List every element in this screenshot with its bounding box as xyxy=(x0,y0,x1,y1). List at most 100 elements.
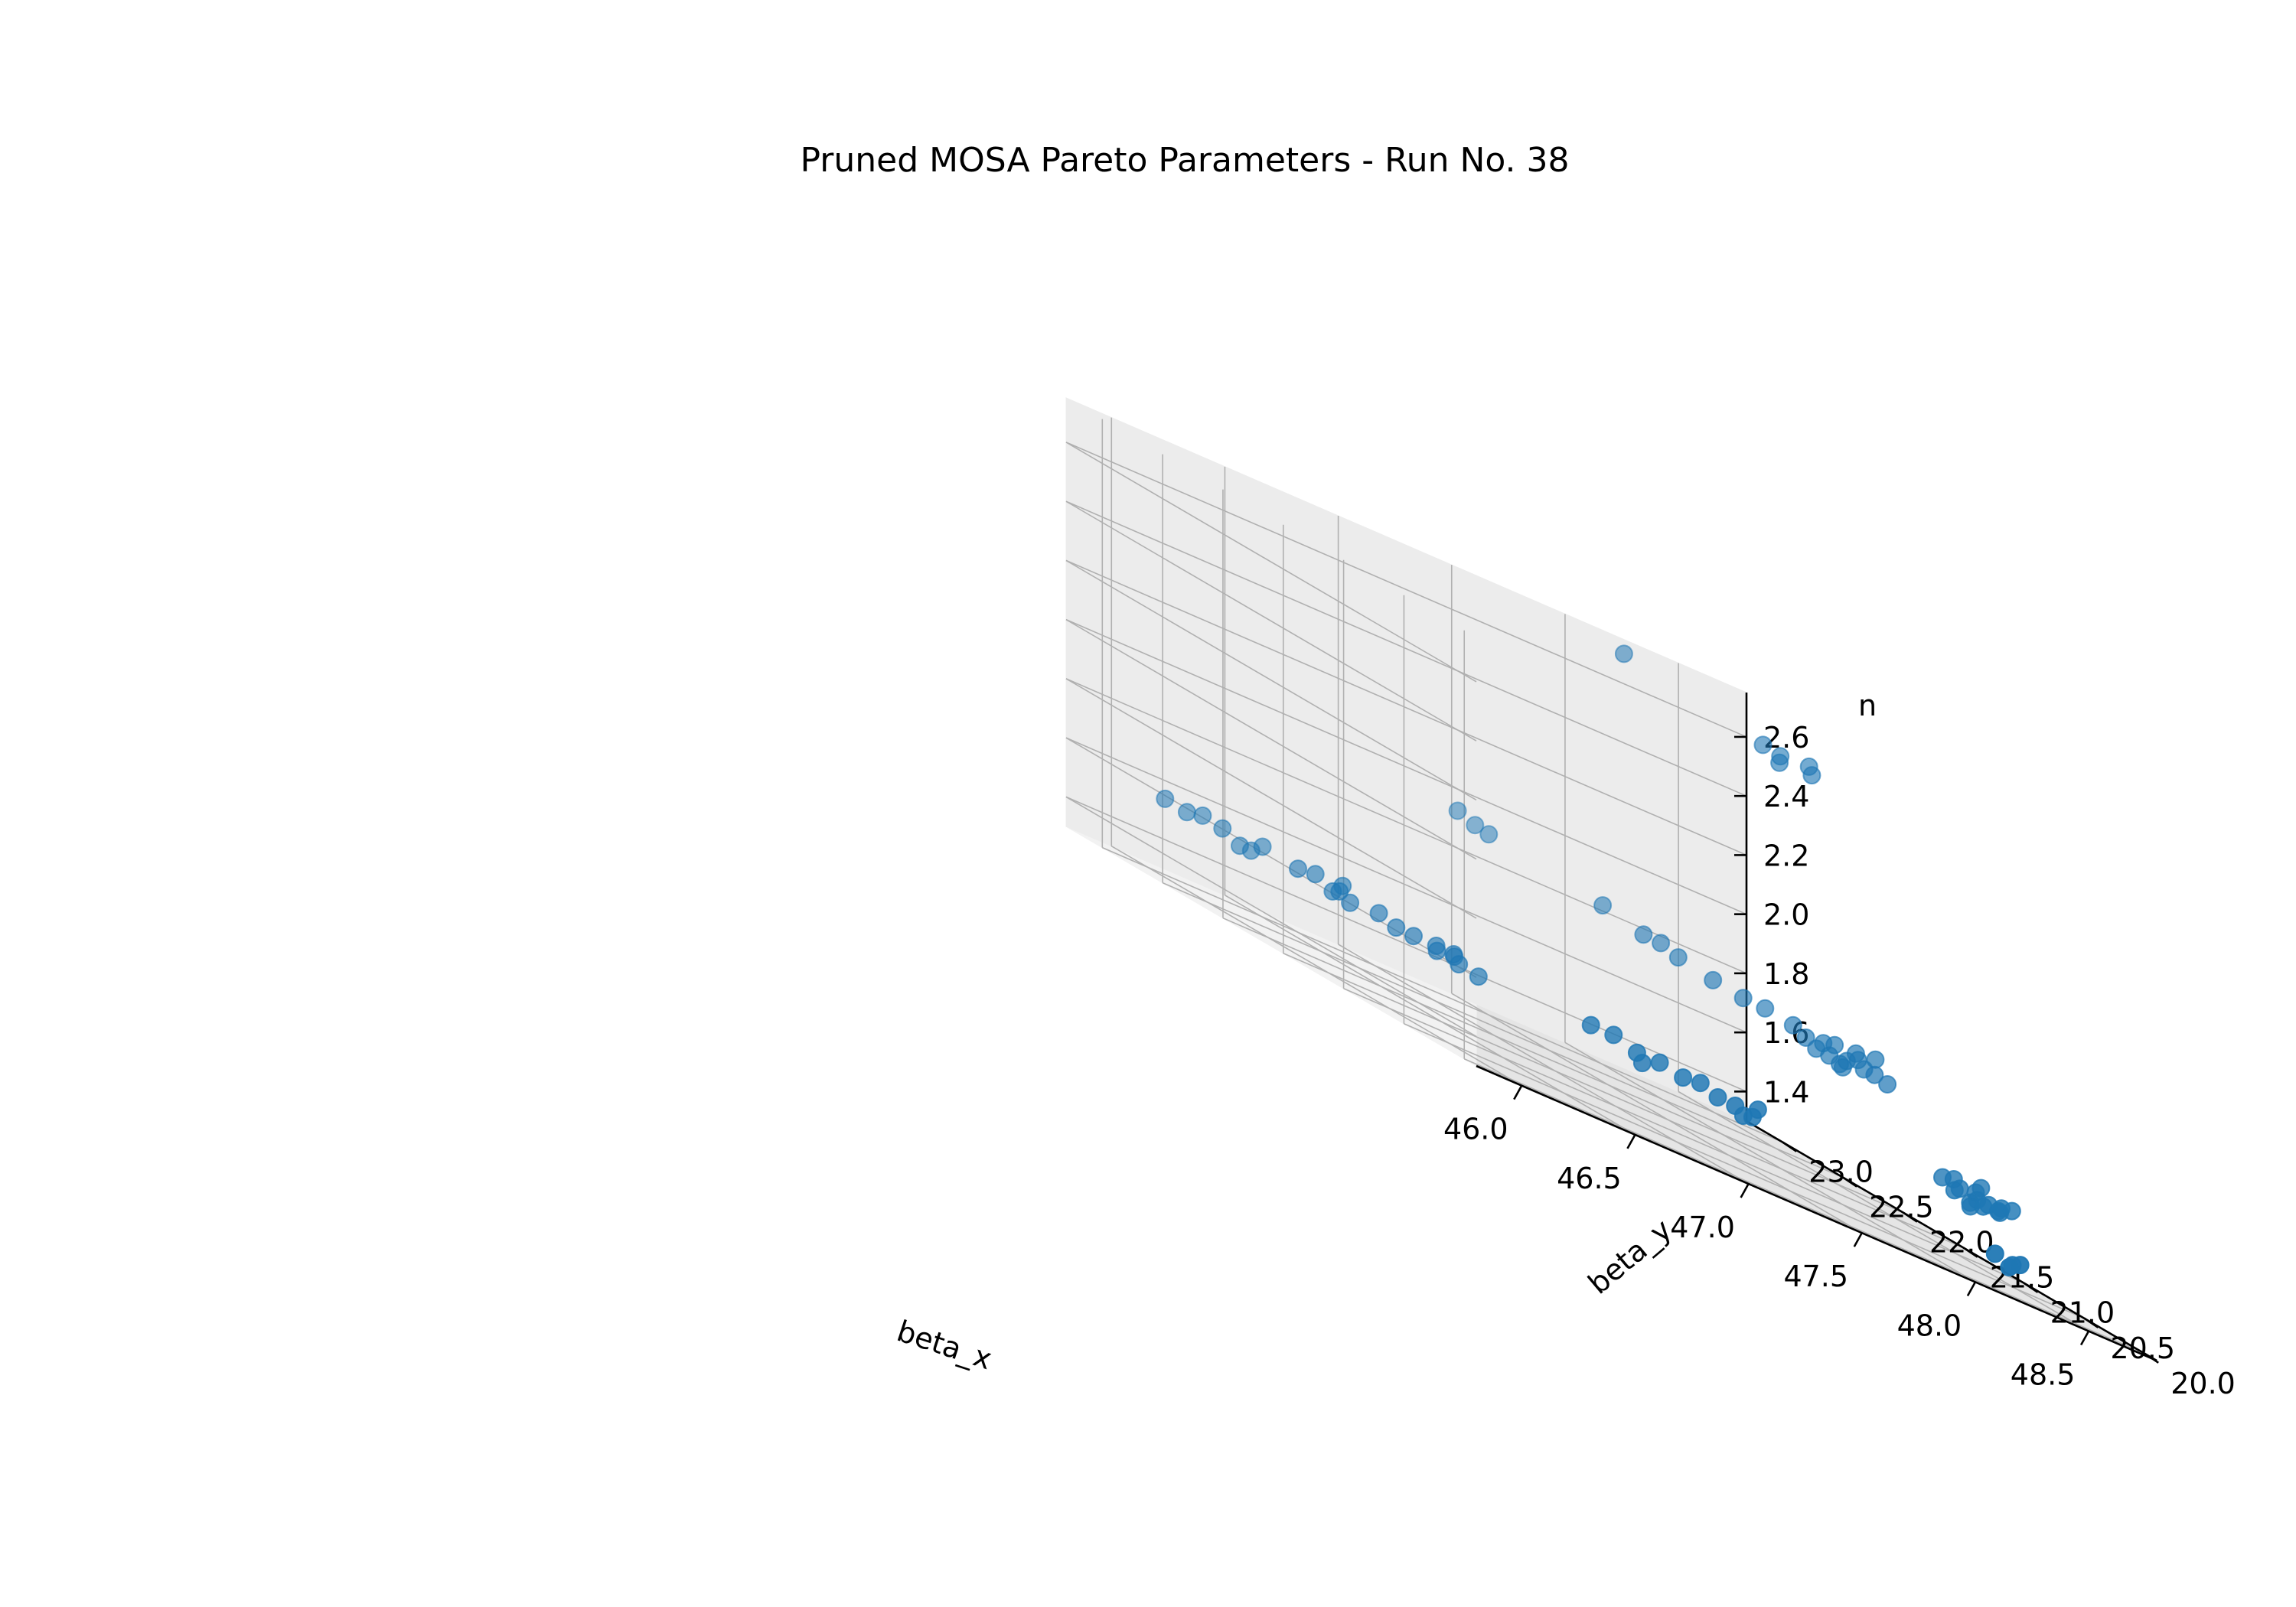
data-point xyxy=(2000,1258,2019,1276)
y-tick-mark xyxy=(2023,1282,2039,1293)
y-grid-floor xyxy=(1404,1023,2085,1319)
z-grid-back xyxy=(1065,678,1747,974)
y-tick-mark xyxy=(2083,1317,2099,1328)
data-point xyxy=(1306,865,1325,884)
x-tick-label: 47.5 xyxy=(1783,1260,1848,1293)
data-point xyxy=(1652,934,1671,953)
y-grid-floor xyxy=(1343,988,2024,1284)
data-point xyxy=(1846,1044,1865,1063)
data-point xyxy=(1704,970,1723,989)
data-point xyxy=(1156,789,1175,808)
y-grid-floor xyxy=(1162,882,1844,1178)
z-axis-label: n xyxy=(1858,689,1877,722)
x-tick-label: 46.0 xyxy=(1443,1113,1508,1146)
chart-title: Pruned MOSA Pareto Parameters - Run No. … xyxy=(801,141,1570,180)
y-tick-label: 20.0 xyxy=(2170,1367,2236,1400)
x-tick-label: 48.0 xyxy=(1897,1309,1962,1342)
z-tick-label: 1.4 xyxy=(1763,1075,1809,1109)
data-point xyxy=(1614,644,1633,663)
data-point xyxy=(1650,1053,1669,1072)
data-point xyxy=(1831,1054,1849,1074)
y-tick-mark xyxy=(1903,1211,1918,1223)
y-tick-label: 21.0 xyxy=(2050,1296,2115,1330)
data-point xyxy=(1945,1181,1964,1200)
tick-labels: 46.046.547.047.548.048.5 20.020.521.021.5… xyxy=(1443,721,2236,1400)
x-tick-label: 48.5 xyxy=(2011,1358,2076,1392)
z-grid-left xyxy=(1065,559,1477,801)
data-points xyxy=(1156,644,2030,1276)
data-point xyxy=(1330,882,1349,901)
y-tick-label: 22.0 xyxy=(1929,1226,1994,1260)
data-point xyxy=(1213,819,1232,838)
z-grid-back xyxy=(1065,442,1747,738)
z-grid-left xyxy=(1065,678,1477,919)
x-tick-mark xyxy=(1513,1085,1523,1100)
data-point xyxy=(1674,1068,1693,1087)
data-point xyxy=(1783,1015,1802,1035)
data-point xyxy=(1593,896,1613,915)
data-point xyxy=(1466,816,1485,835)
z-grid-left xyxy=(1065,500,1477,742)
y-grid-floor xyxy=(1283,952,1965,1249)
data-point xyxy=(1604,1025,1623,1045)
data-point xyxy=(1469,967,1488,986)
z-tick-label: 2.4 xyxy=(1763,780,1809,813)
z-tick-label: 1.8 xyxy=(1763,957,1809,991)
data-point xyxy=(1743,1107,1762,1126)
y-tick-label: 23.0 xyxy=(1808,1156,1874,1189)
y-tick-label: 22.5 xyxy=(1869,1191,1934,1224)
data-point xyxy=(1448,801,1467,820)
data-point xyxy=(1865,1065,1884,1084)
y-tick-mark xyxy=(1842,1176,1857,1188)
z-grid-back xyxy=(1065,737,1747,1033)
data-point xyxy=(1802,766,1821,785)
gridlines xyxy=(1065,417,2145,1354)
z-grid-back xyxy=(1065,618,1747,915)
x-tick-mark xyxy=(1853,1232,1863,1247)
y-grid-floor xyxy=(1222,917,1904,1214)
z-grid-left xyxy=(1065,442,1477,683)
y-tick-mark xyxy=(2144,1352,2159,1364)
data-point xyxy=(1753,735,1773,755)
data-point xyxy=(1634,925,1653,944)
data-point xyxy=(1177,803,1196,822)
data-point xyxy=(1479,825,1499,844)
data-point xyxy=(1985,1244,2004,1263)
z-grid-back xyxy=(1065,500,1747,797)
data-point xyxy=(1756,999,1775,1018)
y-grid-floor xyxy=(1463,1058,2145,1354)
x-tick-label: 47.0 xyxy=(1670,1211,1735,1244)
y-grid-floor xyxy=(1101,846,1783,1143)
data-point xyxy=(2002,1201,2021,1221)
y-tick-mark xyxy=(1782,1141,1798,1152)
data-point xyxy=(1866,1050,1885,1069)
z-grid-back xyxy=(1065,796,1747,1093)
data-point xyxy=(1450,955,1469,974)
x-tick-mark xyxy=(1626,1134,1636,1149)
data-point xyxy=(1289,859,1307,878)
data-point xyxy=(1691,1074,1710,1093)
data-point xyxy=(1708,1088,1727,1107)
z-grid-left xyxy=(1065,618,1477,860)
data-point xyxy=(1427,941,1446,960)
z-grid-back xyxy=(1065,559,1747,856)
y-tick-mark xyxy=(1963,1247,1978,1258)
z-tick-label: 2.0 xyxy=(1763,898,1809,932)
data-point xyxy=(1733,989,1753,1008)
data-point xyxy=(1581,1015,1600,1035)
z-grid-left xyxy=(1065,796,1477,1038)
z-tick-label: 2.2 xyxy=(1763,839,1809,872)
data-point xyxy=(1770,753,1789,772)
x-tick-mark xyxy=(1740,1183,1750,1198)
axis-lines xyxy=(1476,693,2159,1364)
data-point xyxy=(1387,918,1406,937)
x-axis-line xyxy=(1476,1064,2157,1362)
x-tick-mark xyxy=(2079,1330,2090,1346)
x-tick-label: 46.5 xyxy=(1557,1162,1622,1195)
data-point xyxy=(1341,893,1360,912)
data-point xyxy=(1668,948,1688,967)
data-point xyxy=(1369,904,1388,923)
data-point xyxy=(1241,841,1261,860)
x-axis-label: beta_x xyxy=(893,1314,996,1376)
